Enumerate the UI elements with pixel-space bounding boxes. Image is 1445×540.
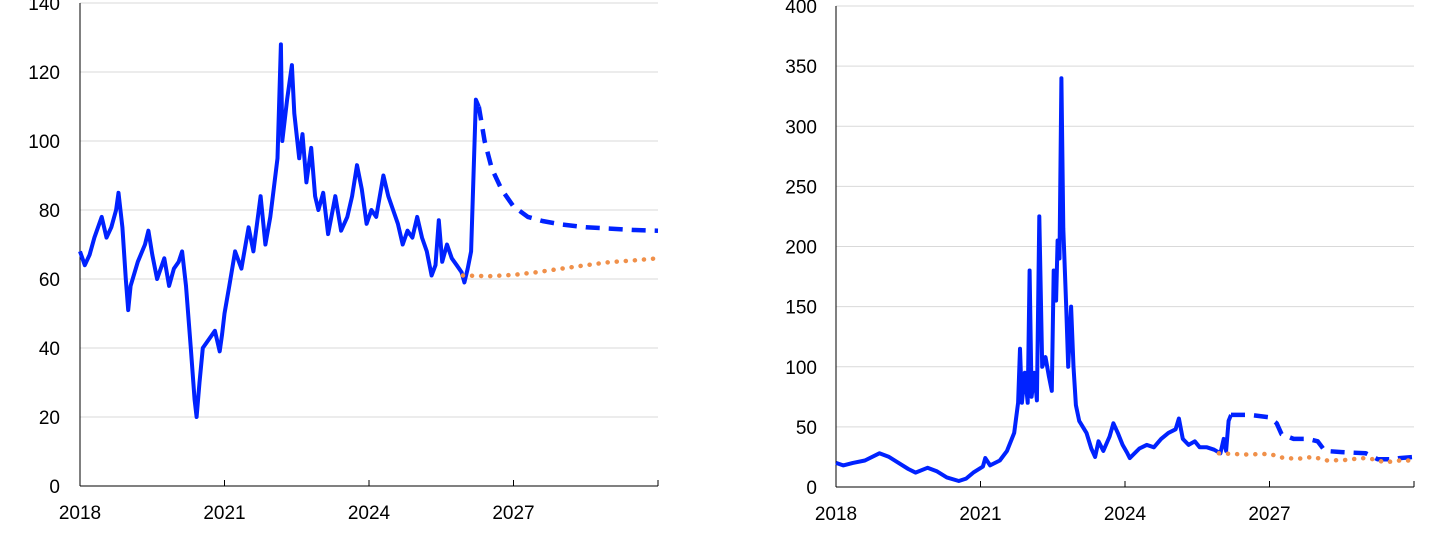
series-historical-line	[78, 42, 481, 419]
y-tick-label: 120	[28, 63, 60, 84]
y-tick-label: 400	[785, 0, 817, 18]
series-historical-line	[835, 76, 1233, 483]
y-tick-label: 150	[785, 298, 817, 319]
y-tick-label: 350	[785, 57, 817, 78]
x-tick-label: 2027	[1248, 504, 1290, 525]
series-alternative-line	[460, 256, 661, 279]
y-tick-label: 80	[39, 201, 60, 222]
series-alternative-line	[1216, 451, 1417, 465]
x-tick-label: 2018	[59, 503, 101, 524]
y-tick-label: 0	[806, 478, 817, 499]
series-futures-line	[476, 106, 659, 233]
x-tick-label: 2024	[348, 503, 391, 524]
y-tick-label: 20	[39, 408, 60, 429]
y-tick-label: 250	[785, 177, 817, 198]
y-tick-label: 40	[39, 339, 60, 360]
chart-2: 0 50 100 150 200 250 300 350 400 2018 2021 2024 2027	[785, 0, 1417, 525]
x-tick-label: 2027	[492, 503, 534, 524]
y-tick-label: 140	[28, 0, 60, 15]
y-tick-label: 50	[796, 418, 817, 439]
series-futures-line	[1231, 412, 1415, 462]
x-tick-label: 2021	[203, 503, 245, 524]
x-tick-label: 2018	[815, 504, 857, 525]
y-tick-label: 300	[785, 117, 817, 138]
x-tick-label: 2021	[959, 504, 1001, 525]
x-tick-label: 2024	[1104, 504, 1147, 525]
y-tick-label: 100	[785, 358, 817, 379]
chart-1: 0 20 40 60 80 100 120 140 2018 2021 2024 2027	[28, 0, 661, 524]
y-tick-label: 200	[785, 238, 817, 259]
y-tick-label: 0	[49, 477, 60, 498]
y-tick-label: 60	[39, 270, 60, 291]
y-tick-label: 100	[28, 132, 60, 153]
